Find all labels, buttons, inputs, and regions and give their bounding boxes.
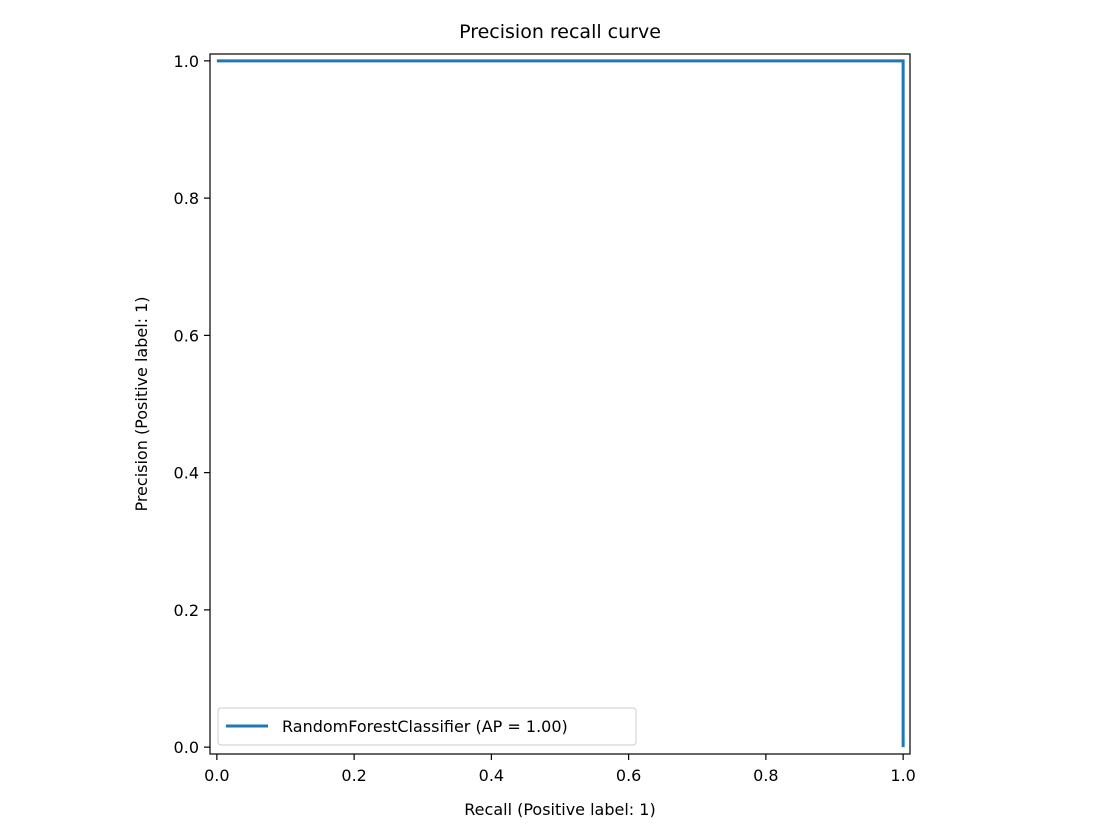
y-tick-label: 1.0: [174, 52, 199, 71]
legend: RandomForestClassifier (AP = 1.00): [217, 707, 637, 746]
y-tick-label: 0.8: [174, 189, 199, 208]
x-axis-ticks: 0.0 0.2 0.4 0.6 0.8 1.0: [204, 754, 916, 785]
y-tick-label: 0.6: [174, 326, 199, 345]
x-tick-label: 0.0: [204, 766, 229, 785]
x-tick-label: 1.0: [890, 766, 915, 785]
x-tick-label: 0.8: [753, 766, 778, 785]
x-tick-label: 0.2: [341, 766, 366, 785]
x-axis-label: Recall (Positive label: 1): [464, 800, 655, 819]
y-axis-label: Precision (Positive label: 1): [132, 296, 151, 511]
series-layer: [216, 59, 905, 748]
x-tick-label: 0.6: [616, 766, 641, 785]
y-tick-label: 0.4: [174, 464, 199, 483]
plot-area: [210, 54, 910, 754]
legend-box: [217, 707, 637, 746]
series-line: [216, 59, 905, 748]
y-tick-label: 0.2: [174, 601, 199, 620]
legend-label: RandomForestClassifier (AP = 1.00): [282, 717, 568, 736]
y-tick-label: 0.0: [174, 738, 199, 757]
y-axis-ticks: 0.0 0.2 0.4 0.6 0.8 1.0: [174, 52, 210, 757]
chart-title: Precision recall curve: [459, 21, 661, 43]
plot-frame: [209, 53, 911, 755]
x-tick-label: 0.4: [479, 766, 504, 785]
